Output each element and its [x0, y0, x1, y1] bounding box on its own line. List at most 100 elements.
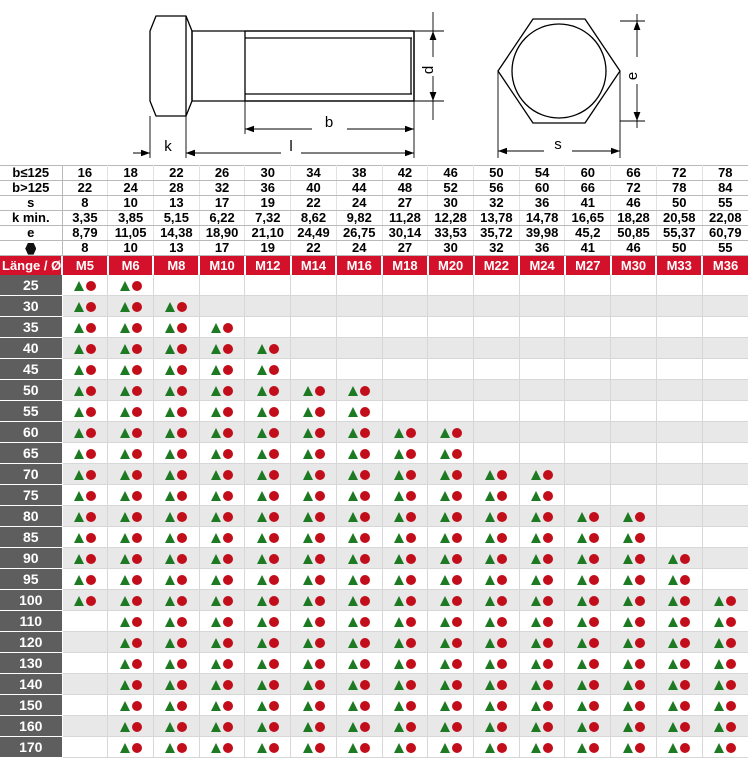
- availability-cell-empty[interactable]: [702, 295, 748, 317]
- availability-cell-empty[interactable]: [519, 358, 566, 380]
- matrix-row-label-100[interactable]: 100: [0, 589, 63, 611]
- availability-cell-available[interactable]: [656, 568, 703, 590]
- availability-cell-empty[interactable]: [564, 337, 612, 359]
- availability-cell-available[interactable]: [244, 715, 292, 737]
- availability-cell-available[interactable]: [153, 568, 200, 590]
- availability-cell-available[interactable]: [290, 400, 337, 422]
- availability-cell-available[interactable]: [427, 484, 475, 506]
- availability-cell-available[interactable]: [382, 547, 429, 569]
- matrix-row-label-80[interactable]: 80: [0, 505, 63, 527]
- matrix-column-header-m20[interactable]: M20: [427, 256, 475, 275]
- availability-cell-available[interactable]: [107, 589, 154, 611]
- availability-cell-available[interactable]: [336, 631, 383, 653]
- availability-cell-available[interactable]: [564, 736, 612, 758]
- matrix-row-label-70[interactable]: 70: [0, 463, 63, 485]
- availability-cell-empty[interactable]: [519, 379, 566, 401]
- matrix-row-label-25[interactable]: 25: [0, 275, 63, 296]
- availability-cell-available[interactable]: [290, 631, 337, 653]
- availability-cell-available[interactable]: [153, 526, 200, 548]
- availability-cell-available[interactable]: [427, 673, 475, 695]
- availability-cell-available[interactable]: [382, 526, 429, 548]
- availability-cell-available[interactable]: [610, 694, 657, 716]
- availability-cell-empty[interactable]: [382, 400, 429, 422]
- availability-cell-empty[interactable]: [656, 358, 703, 380]
- availability-cell-empty[interactable]: [290, 358, 337, 380]
- availability-cell-available[interactable]: [244, 400, 292, 422]
- availability-cell-empty[interactable]: [656, 505, 703, 527]
- availability-cell-available[interactable]: [199, 568, 246, 590]
- availability-cell-empty[interactable]: [702, 316, 748, 338]
- availability-cell-empty[interactable]: [336, 275, 383, 296]
- availability-cell-empty[interactable]: [290, 316, 337, 338]
- availability-cell-available[interactable]: [564, 673, 612, 695]
- availability-cell-available[interactable]: [519, 736, 566, 758]
- availability-cell-available[interactable]: [610, 631, 657, 653]
- availability-cell-available[interactable]: [107, 337, 154, 359]
- availability-cell-available[interactable]: [199, 715, 246, 737]
- availability-cell-empty[interactable]: [290, 275, 337, 296]
- matrix-row-label-85[interactable]: 85: [0, 526, 63, 548]
- matrix-column-header-m14[interactable]: M14: [290, 256, 338, 275]
- availability-cell-available[interactable]: [199, 694, 246, 716]
- matrix-row-label-130[interactable]: 130: [0, 652, 63, 674]
- availability-cell-available[interactable]: [244, 337, 292, 359]
- availability-cell-available[interactable]: [62, 547, 109, 569]
- availability-cell-empty[interactable]: [702, 463, 748, 485]
- availability-cell-available[interactable]: [199, 505, 246, 527]
- availability-cell-available[interactable]: [519, 673, 566, 695]
- availability-cell-available[interactable]: [107, 400, 154, 422]
- availability-cell-available[interactable]: [702, 736, 748, 758]
- availability-cell-empty[interactable]: [473, 295, 520, 317]
- availability-cell-available[interactable]: [473, 694, 520, 716]
- availability-cell-available[interactable]: [290, 547, 337, 569]
- availability-cell-available[interactable]: [382, 652, 429, 674]
- availability-cell-available[interactable]: [199, 631, 246, 653]
- availability-cell-available[interactable]: [290, 505, 337, 527]
- availability-cell-available[interactable]: [519, 652, 566, 674]
- availability-cell-available[interactable]: [564, 526, 612, 548]
- availability-cell-empty[interactable]: [656, 463, 703, 485]
- matrix-row-label-60[interactable]: 60: [0, 421, 63, 443]
- availability-cell-empty[interactable]: [427, 275, 475, 296]
- availability-cell-available[interactable]: [427, 589, 475, 611]
- availability-cell-available[interactable]: [702, 652, 748, 674]
- availability-cell-available[interactable]: [473, 715, 520, 737]
- availability-cell-empty[interactable]: [564, 379, 612, 401]
- availability-cell-available[interactable]: [244, 505, 292, 527]
- availability-cell-available[interactable]: [199, 337, 246, 359]
- availability-cell-available[interactable]: [336, 400, 383, 422]
- availability-cell-available[interactable]: [199, 589, 246, 611]
- availability-cell-available[interactable]: [244, 589, 292, 611]
- availability-cell-available[interactable]: [656, 694, 703, 716]
- availability-cell-empty[interactable]: [702, 275, 748, 296]
- availability-cell-available[interactable]: [199, 547, 246, 569]
- matrix-row-label-40[interactable]: 40: [0, 337, 63, 359]
- availability-cell-available[interactable]: [382, 715, 429, 737]
- availability-cell-available[interactable]: [382, 610, 429, 632]
- availability-cell-available[interactable]: [244, 526, 292, 548]
- matrix-column-header-m27[interactable]: M27: [564, 256, 612, 275]
- availability-cell-available[interactable]: [382, 736, 429, 758]
- availability-cell-empty[interactable]: [519, 275, 566, 296]
- availability-cell-empty[interactable]: [656, 526, 703, 548]
- availability-cell-empty[interactable]: [473, 400, 520, 422]
- availability-cell-empty[interactable]: [564, 400, 612, 422]
- availability-cell-available[interactable]: [199, 484, 246, 506]
- availability-cell-empty[interactable]: [564, 295, 612, 317]
- availability-cell-available[interactable]: [473, 547, 520, 569]
- availability-cell-empty[interactable]: [519, 400, 566, 422]
- availability-cell-available[interactable]: [107, 358, 154, 380]
- availability-cell-empty[interactable]: [153, 275, 200, 296]
- availability-cell-empty[interactable]: [610, 421, 657, 443]
- matrix-row-label-160[interactable]: 160: [0, 715, 63, 737]
- availability-cell-available[interactable]: [336, 463, 383, 485]
- availability-cell-empty[interactable]: [702, 337, 748, 359]
- availability-cell-available[interactable]: [473, 610, 520, 632]
- matrix-column-header-m22[interactable]: M22: [473, 256, 521, 275]
- availability-cell-available[interactable]: [62, 275, 109, 296]
- availability-cell-empty[interactable]: [336, 295, 383, 317]
- availability-cell-empty[interactable]: [564, 484, 612, 506]
- availability-cell-available[interactable]: [153, 484, 200, 506]
- availability-cell-available[interactable]: [107, 295, 154, 317]
- availability-cell-empty[interactable]: [62, 631, 109, 653]
